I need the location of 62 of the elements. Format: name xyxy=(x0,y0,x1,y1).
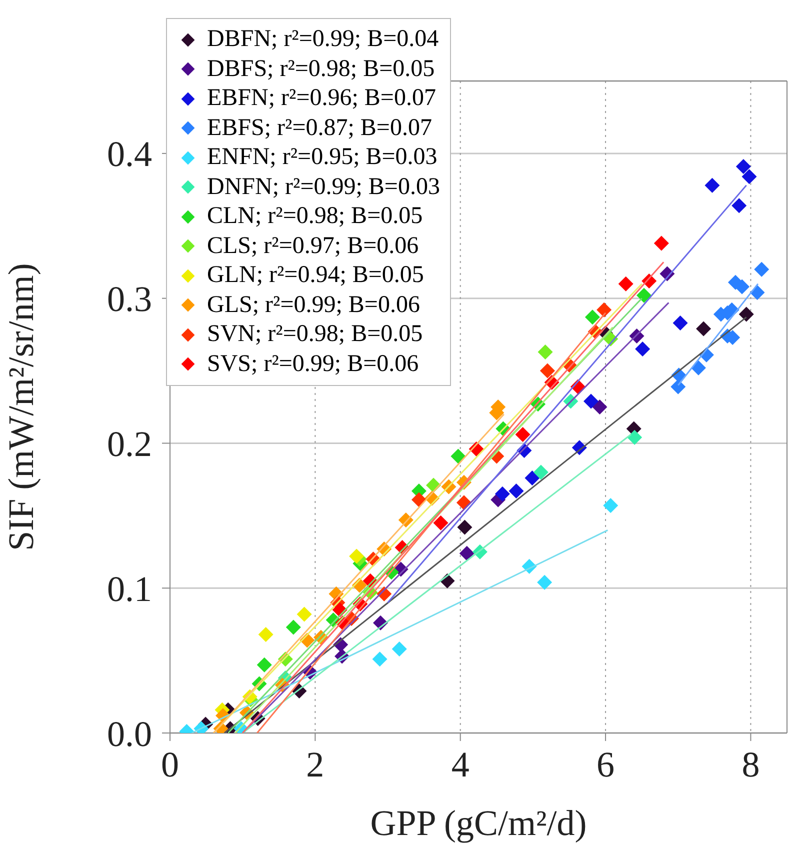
legend-label: GLS; r²=0.99; B=0.06 xyxy=(207,290,420,320)
point xyxy=(732,198,747,214)
point xyxy=(754,262,770,277)
point xyxy=(459,546,474,561)
point xyxy=(704,178,720,193)
point xyxy=(296,606,312,622)
point xyxy=(524,470,540,486)
point xyxy=(372,652,388,667)
legend-label: DNFN; r²=0.99; B=0.03 xyxy=(207,172,440,202)
point xyxy=(636,288,652,303)
point xyxy=(494,486,510,502)
point xyxy=(258,626,274,642)
x-tick-label: 0 xyxy=(161,744,179,785)
legend-label: CLS; r²=0.97; B=0.06 xyxy=(207,232,419,260)
point xyxy=(696,321,712,336)
x-tick-label: 4 xyxy=(451,744,470,785)
point xyxy=(411,492,426,508)
point xyxy=(450,448,466,464)
point xyxy=(584,310,600,325)
legend-label: CLN; r²=0.98; B=0.05 xyxy=(207,202,423,231)
legend-label: SVN; r²=0.98; B=0.05 xyxy=(207,320,423,349)
point xyxy=(537,574,552,590)
x-axis-title: GPP (gC/m²/d) xyxy=(370,803,587,843)
legend-label: EBFN; r²=0.96; B=0.07 xyxy=(207,84,436,113)
point xyxy=(742,169,757,184)
point xyxy=(433,515,448,530)
point xyxy=(736,158,751,174)
point xyxy=(738,306,754,322)
legend-label: DBFS; r²=0.98; B=0.05 xyxy=(207,54,435,84)
point xyxy=(508,484,524,499)
point xyxy=(533,464,548,480)
y-tick-label: 0.0 xyxy=(107,714,152,754)
point xyxy=(596,302,612,318)
legend-label: GLN; r²=0.94; B=0.05 xyxy=(207,261,424,290)
legend-label: DBFN; r²=0.99; B=0.04 xyxy=(207,25,439,54)
legend-label: ENFN; r²=0.95; B=0.03 xyxy=(207,143,438,172)
point xyxy=(515,427,530,442)
x-tick-label: 8 xyxy=(742,744,760,785)
point xyxy=(672,315,688,330)
point xyxy=(392,641,407,656)
point xyxy=(592,400,608,414)
y-tick-label: 0.4 xyxy=(107,134,152,174)
legend-label: SVS; r²=0.99; B=0.06 xyxy=(207,350,419,378)
y-tick-label: 0.3 xyxy=(107,279,152,320)
point xyxy=(538,344,553,360)
point xyxy=(627,430,642,445)
point xyxy=(690,360,706,376)
point xyxy=(584,394,599,409)
point xyxy=(256,657,272,672)
y-tick-label: 0.2 xyxy=(107,424,152,464)
point xyxy=(603,498,618,514)
point xyxy=(635,342,650,357)
point xyxy=(457,520,472,535)
point xyxy=(286,620,301,635)
point xyxy=(349,548,364,564)
point xyxy=(540,363,555,378)
x-tick-label: 6 xyxy=(596,744,615,785)
legend-label: EBFS; r²=0.87; B=0.07 xyxy=(207,114,432,142)
point xyxy=(618,276,634,292)
point xyxy=(654,236,669,251)
y-tick-label: 0.1 xyxy=(107,568,152,609)
x-tick-label: 2 xyxy=(306,744,324,785)
